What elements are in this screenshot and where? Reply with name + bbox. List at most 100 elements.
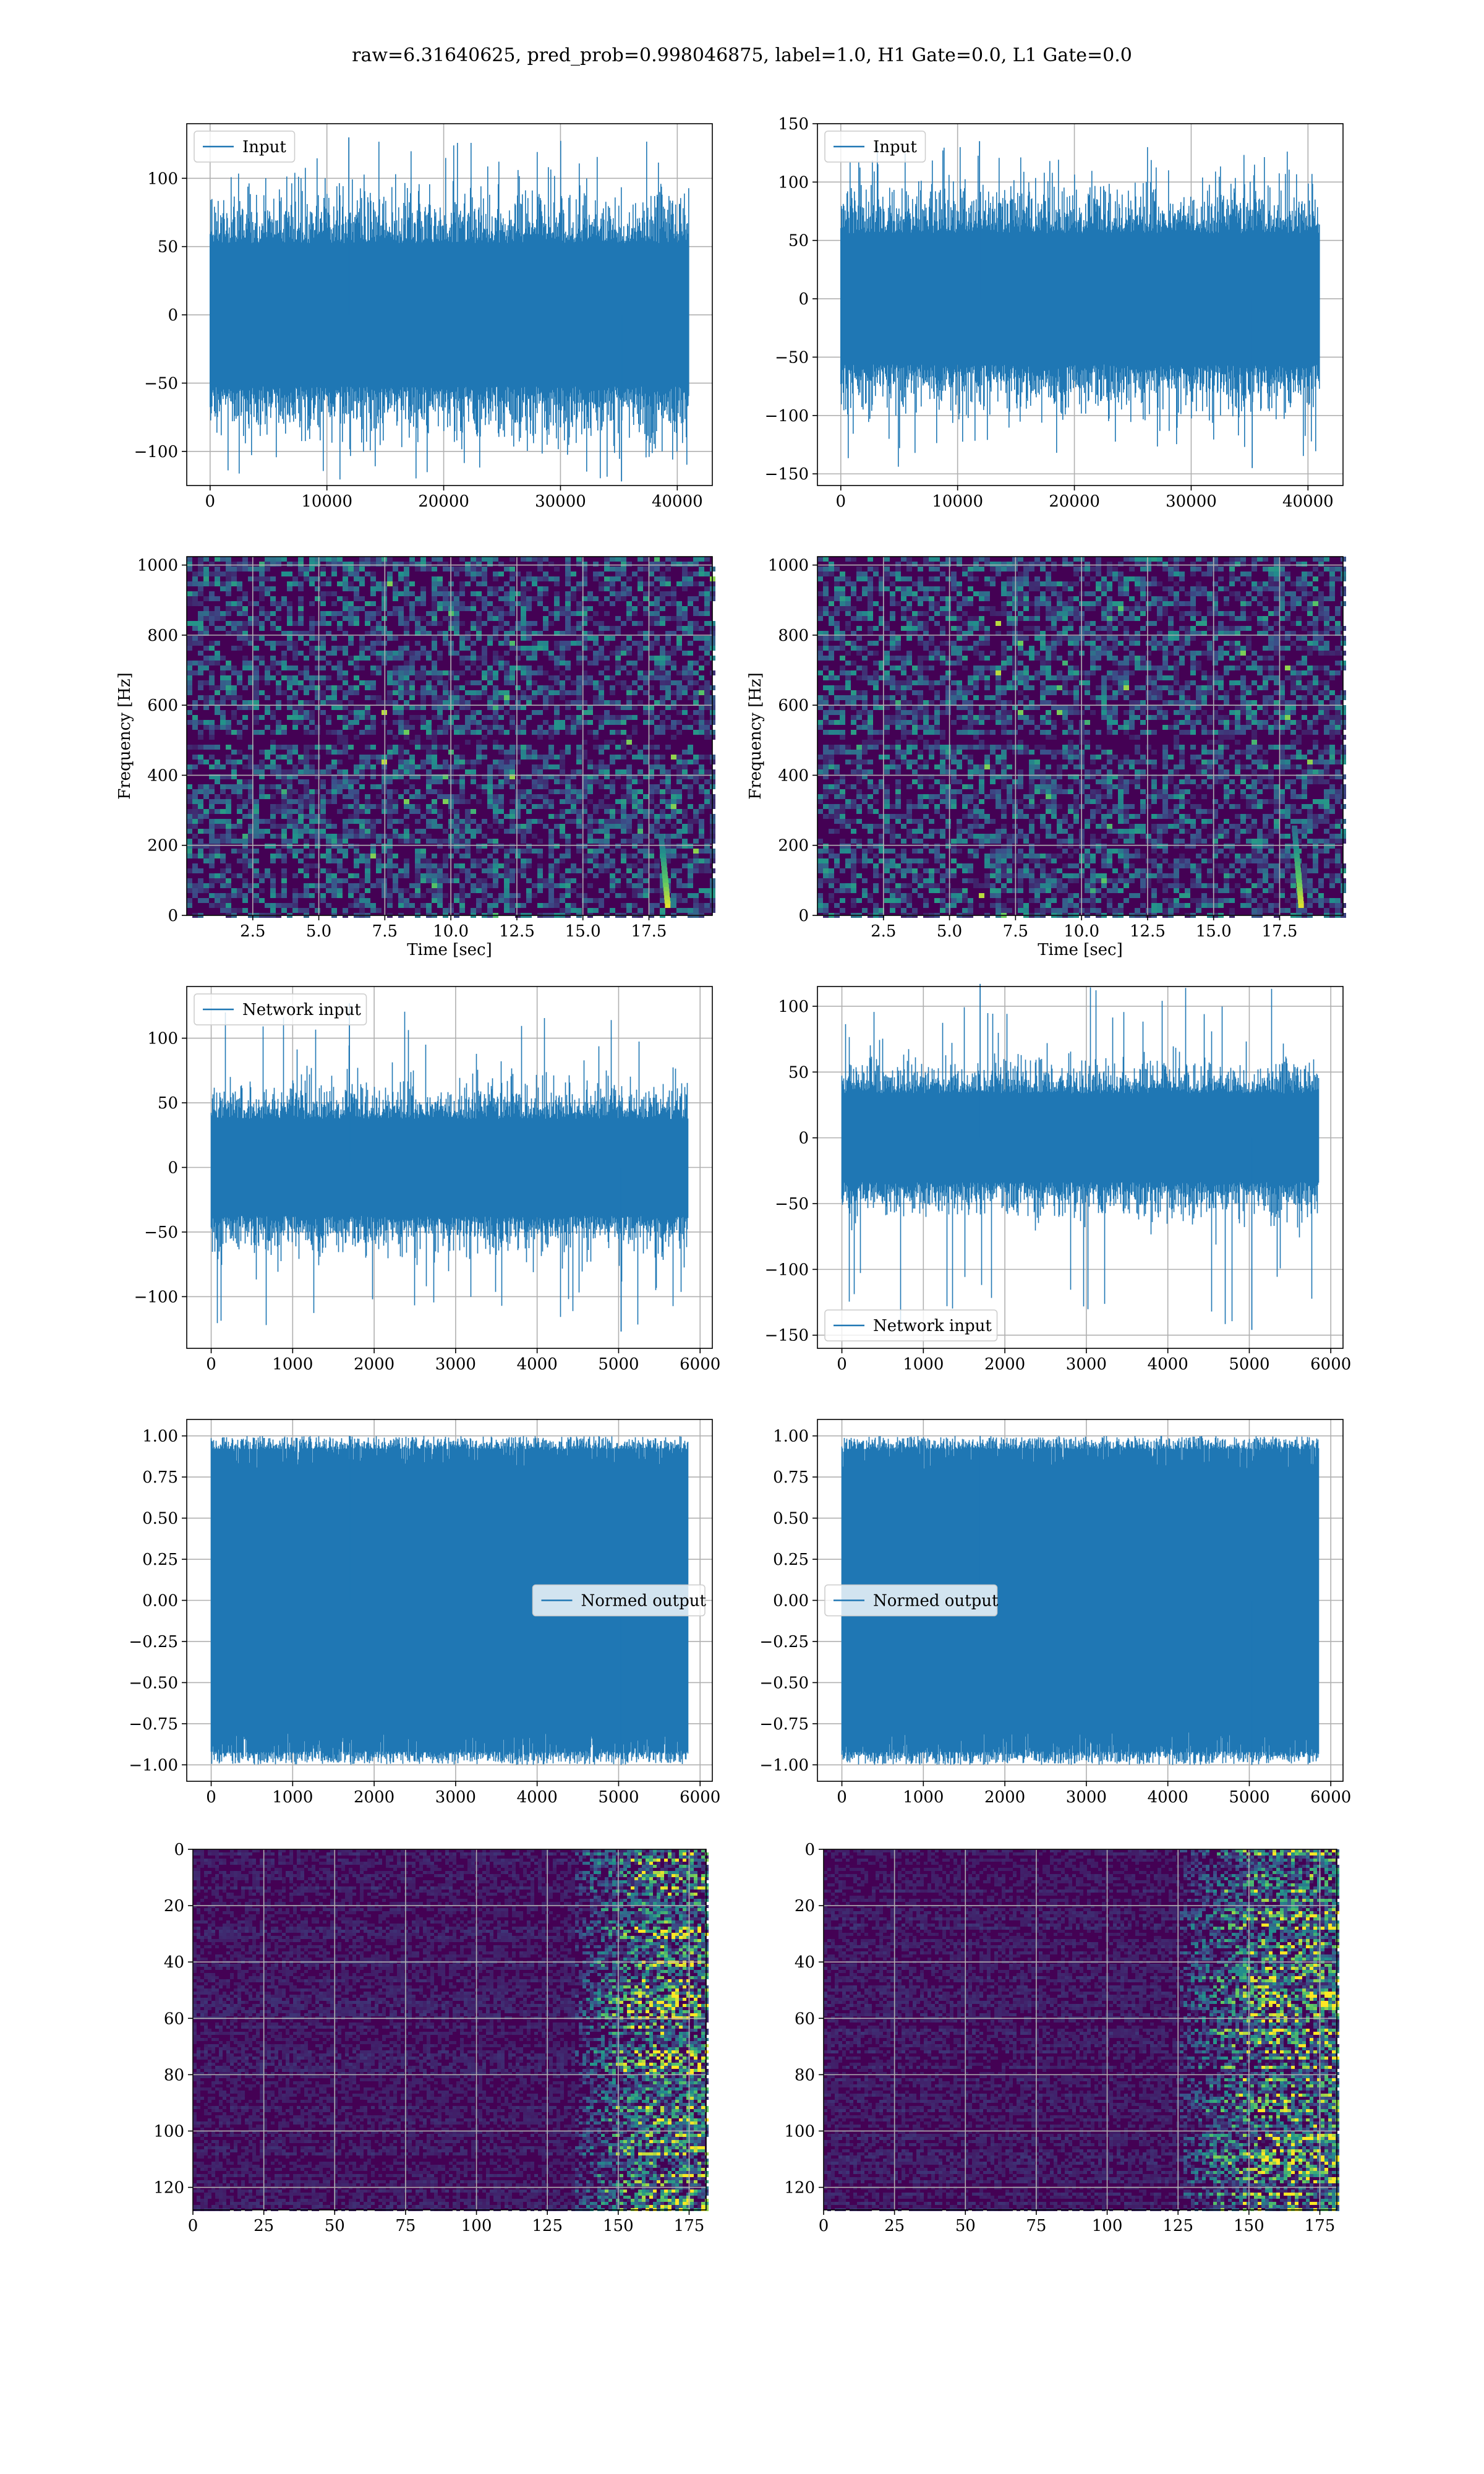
heatmap-cell — [231, 700, 237, 705]
heatmap-cell — [510, 715, 515, 720]
heatmap-cell — [292, 680, 298, 685]
heatmap-cell — [704, 636, 710, 641]
heatmap-cell — [192, 601, 198, 606]
heatmap-cell — [487, 562, 493, 567]
heatmap-cell — [415, 849, 420, 854]
heatmap-cell — [365, 695, 370, 700]
heatmap-cell — [693, 571, 699, 576]
heatmap-cell — [365, 764, 370, 769]
heatmap-cell — [587, 661, 593, 666]
heatmap-cell — [398, 730, 404, 735]
heatmap-cell — [292, 834, 298, 839]
heatmap-cell — [370, 576, 376, 581]
heatmap-cell — [432, 591, 437, 596]
heatmap-cell — [649, 656, 654, 661]
heatmap-cell — [868, 616, 873, 621]
heatmap-cell — [918, 567, 923, 571]
heatmap-cell — [309, 794, 315, 799]
heatmap-cell — [895, 636, 901, 641]
heatmap-cell — [1268, 581, 1274, 586]
heatmap-cell — [203, 898, 209, 903]
heatmap-cell — [1146, 581, 1151, 586]
heatmap-cell — [281, 601, 287, 606]
heatmap-cell — [1235, 591, 1240, 596]
heatmap-cell — [320, 591, 326, 596]
heatmap-cell — [565, 799, 571, 804]
heatmap-cell — [1001, 651, 1007, 656]
heatmap-cell — [945, 562, 951, 567]
heatmap-cell — [1107, 636, 1112, 641]
heatmap-cell — [699, 646, 704, 651]
heatmap-cell — [331, 557, 337, 562]
heatmap-cell — [688, 789, 693, 794]
heatmap-cell — [1012, 641, 1018, 646]
heatmap-cell — [543, 695, 548, 700]
heatmap-cell — [704, 903, 710, 908]
heatmap-cell — [660, 794, 665, 799]
heatmap-cell — [699, 591, 704, 596]
heatmap-cell — [968, 567, 973, 571]
heatmap-cell — [192, 844, 198, 849]
heatmap-cell — [387, 745, 393, 750]
heatmap-cell — [621, 666, 626, 670]
heatmap-cell — [548, 789, 554, 794]
heatmap-cell — [326, 844, 331, 849]
heatmap-cell — [1263, 596, 1268, 601]
heatmap-cell — [320, 799, 326, 804]
heatmap-cell — [934, 606, 940, 611]
heatmap-cell — [1023, 576, 1029, 581]
heatmap-cell — [1252, 611, 1257, 616]
heatmap-cell — [259, 581, 265, 586]
heatmap-cell — [521, 557, 526, 562]
chart-spec-right: 2.5 5.0 7.5 10.0 12.5 15.0 17.5020040060080010… — [746, 557, 1346, 959]
heatmap-cell — [704, 611, 710, 616]
heatmap-cell — [409, 764, 415, 769]
heatmap-cell — [615, 755, 621, 760]
heatmap-cell — [599, 868, 604, 873]
heatmap-cell — [209, 883, 215, 888]
heatmap-cell — [599, 690, 604, 695]
heatmap-cell — [665, 819, 671, 824]
heatmap-cell — [1313, 616, 1318, 621]
heatmap-cell — [1118, 581, 1124, 586]
heatmap-cell — [1129, 576, 1135, 581]
heatmap-cell — [1124, 606, 1129, 611]
heatmap-cell — [354, 661, 359, 666]
heatmap-cell — [276, 700, 281, 705]
heatmap-cell — [510, 596, 515, 601]
heatmap-cell — [304, 641, 309, 646]
heatmap-cell — [1246, 576, 1252, 581]
heatmap-cell — [688, 680, 693, 685]
heatmap-cell — [626, 591, 632, 596]
heatmap-cell — [443, 596, 448, 601]
heatmap-cell — [510, 666, 515, 670]
heatmap-cell — [560, 695, 565, 700]
heatmap-cell — [198, 562, 203, 567]
heatmap-cell — [560, 651, 565, 656]
heatmap-cell — [348, 700, 354, 705]
heatmap-cell — [348, 571, 354, 576]
heatmap-cell — [203, 888, 209, 893]
heatmap-cell — [526, 789, 532, 794]
heatmap-cell — [409, 661, 415, 666]
heatmap-cell — [621, 562, 626, 567]
heatmap-cell — [220, 883, 226, 888]
heatmap-cell — [521, 794, 526, 799]
heatmap-cell — [209, 680, 215, 685]
heatmap-cell — [309, 576, 315, 581]
heatmap-cell — [1174, 562, 1179, 567]
heatmap-cell — [443, 829, 448, 834]
heatmap-cell — [638, 789, 643, 794]
heatmap-cell — [1129, 641, 1135, 646]
heatmap-cell — [226, 567, 231, 571]
legend-label: Input — [873, 138, 917, 156]
heatmap-cell — [337, 858, 343, 863]
heatmap-cell — [465, 715, 471, 720]
heatmap-cell — [237, 670, 242, 675]
heatmap-cell — [632, 839, 638, 844]
heatmap-cell — [198, 844, 203, 849]
heatmap-cell — [498, 626, 504, 631]
heatmap-cell — [1012, 601, 1018, 606]
heatmap-cell — [298, 562, 304, 567]
heatmap-cell — [309, 809, 315, 814]
